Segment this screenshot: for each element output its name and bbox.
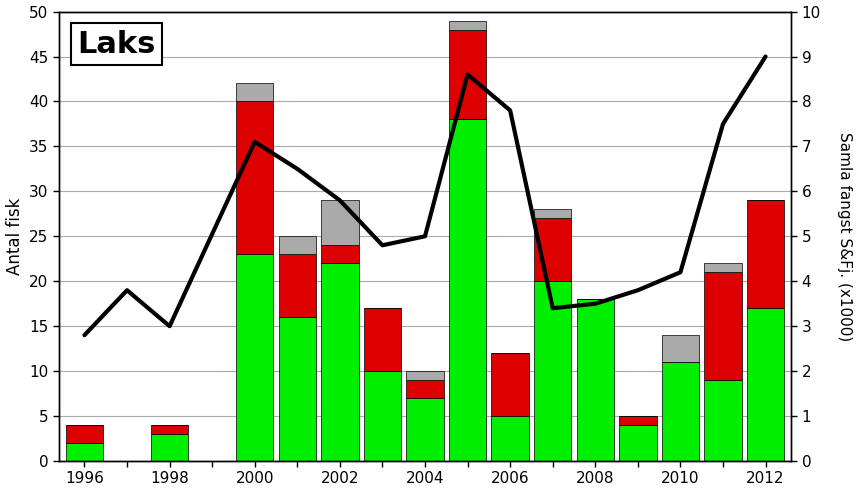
Bar [534, 209, 571, 218]
Bar [449, 21, 486, 30]
Bar [534, 281, 571, 461]
Bar [279, 317, 316, 461]
Bar [279, 236, 316, 254]
Bar [151, 425, 188, 434]
Bar [279, 254, 316, 317]
Bar [662, 362, 699, 461]
Bar [407, 398, 444, 461]
Bar [321, 246, 359, 263]
Bar [236, 84, 274, 101]
Bar [449, 30, 486, 120]
Bar [492, 353, 529, 416]
Bar [364, 308, 402, 371]
Bar [704, 272, 741, 380]
Y-axis label: Samla fangst S&Fj. (x1000): Samla fangst S&Fj. (x1000) [837, 132, 853, 341]
Bar [151, 434, 188, 461]
Bar [619, 416, 656, 425]
Bar [704, 263, 741, 272]
Bar [321, 200, 359, 246]
Bar [746, 200, 784, 308]
Text: Laks: Laks [77, 30, 155, 59]
Bar [407, 380, 444, 398]
Bar [704, 380, 741, 461]
Bar [534, 218, 571, 281]
Bar [66, 425, 103, 443]
Bar [66, 443, 103, 461]
Bar [364, 371, 402, 461]
Bar [236, 101, 274, 254]
Bar [662, 335, 699, 362]
Bar [619, 425, 656, 461]
Bar [577, 299, 614, 461]
Bar [236, 254, 274, 461]
Bar [746, 308, 784, 461]
Bar [407, 371, 444, 380]
Bar [449, 120, 486, 461]
Bar [321, 263, 359, 461]
Bar [492, 416, 529, 461]
Y-axis label: Antal fisk: Antal fisk [5, 198, 23, 275]
